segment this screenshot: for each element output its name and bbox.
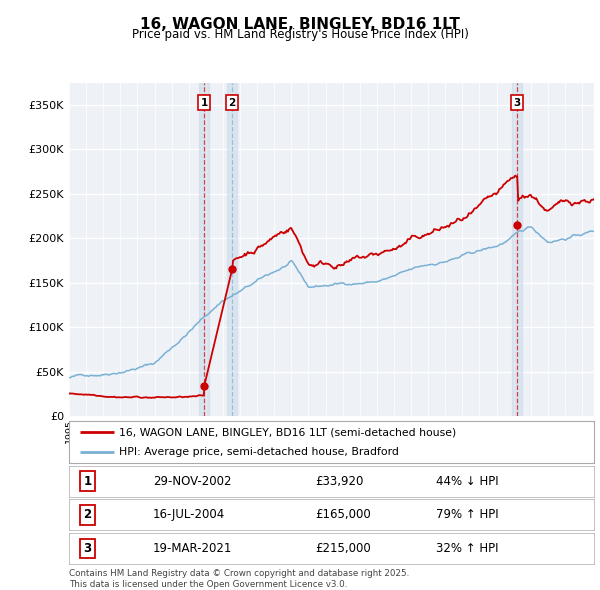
Text: 29-NOV-2002: 29-NOV-2002 (153, 474, 232, 488)
Text: £215,000: £215,000 (316, 542, 371, 555)
Text: £33,920: £33,920 (316, 474, 364, 488)
Bar (199, 83, 209, 416)
Text: 16, WAGON LANE, BINGLEY, BD16 1LT: 16, WAGON LANE, BINGLEY, BD16 1LT (140, 17, 460, 31)
Text: 32% ↑ HPI: 32% ↑ HPI (437, 542, 499, 555)
Text: Price paid vs. HM Land Registry's House Price Index (HPI): Price paid vs. HM Land Registry's House … (131, 28, 469, 41)
Text: 1: 1 (83, 474, 91, 488)
Text: 2: 2 (229, 97, 236, 107)
Bar (227, 83, 237, 416)
Text: 19-MAR-2021: 19-MAR-2021 (153, 542, 232, 555)
Text: 44% ↓ HPI: 44% ↓ HPI (437, 474, 499, 488)
Text: 1: 1 (200, 97, 208, 107)
Text: 3: 3 (514, 97, 521, 107)
Text: 79% ↑ HPI: 79% ↑ HPI (437, 508, 499, 522)
Text: 3: 3 (83, 542, 91, 555)
Bar (512, 83, 523, 416)
Text: 16, WAGON LANE, BINGLEY, BD16 1LT (semi-detached house): 16, WAGON LANE, BINGLEY, BD16 1LT (semi-… (119, 427, 456, 437)
Text: 16-JUL-2004: 16-JUL-2004 (153, 508, 225, 522)
Text: 2: 2 (83, 508, 91, 522)
Text: £165,000: £165,000 (316, 508, 371, 522)
Text: Contains HM Land Registry data © Crown copyright and database right 2025.
This d: Contains HM Land Registry data © Crown c… (69, 569, 409, 589)
Text: HPI: Average price, semi-detached house, Bradford: HPI: Average price, semi-detached house,… (119, 447, 399, 457)
